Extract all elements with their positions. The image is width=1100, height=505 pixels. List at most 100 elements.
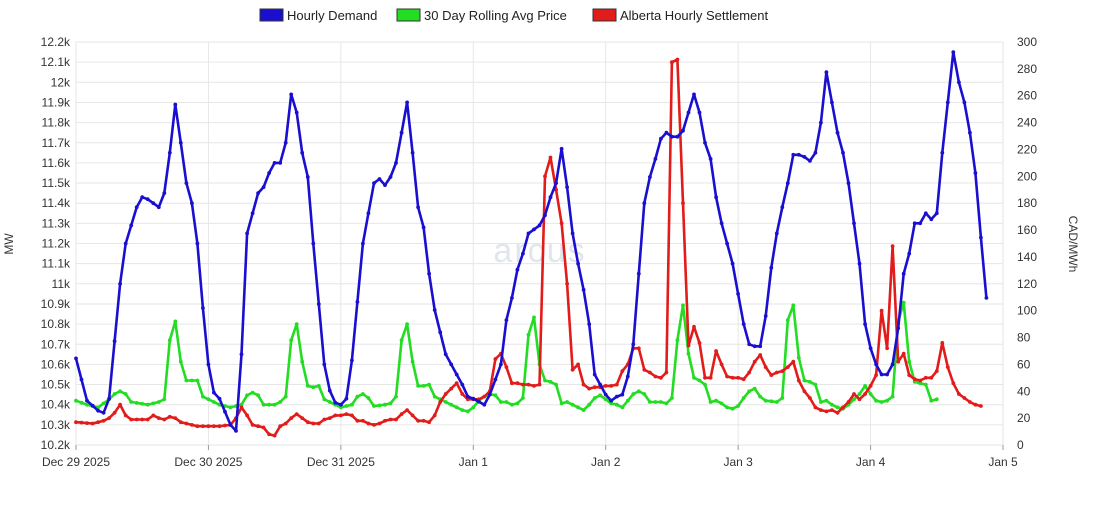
data-point bbox=[118, 281, 122, 286]
data-point bbox=[377, 177, 382, 181]
data-point bbox=[785, 181, 790, 186]
data-point bbox=[537, 223, 542, 228]
data-point bbox=[261, 402, 266, 407]
data-point bbox=[327, 388, 332, 393]
data-point bbox=[614, 394, 619, 399]
left-tick-label: 11.1k bbox=[42, 257, 71, 271]
data-point bbox=[830, 402, 834, 407]
data-point bbox=[653, 374, 658, 379]
data-point bbox=[521, 382, 525, 387]
data-point bbox=[703, 382, 707, 387]
data-point bbox=[984, 296, 989, 300]
legend-item[interactable]: Alberta Hourly Settlement bbox=[592, 8, 769, 23]
data-point bbox=[692, 92, 696, 97]
data-point bbox=[747, 389, 752, 394]
data-point bbox=[725, 405, 729, 410]
data-point bbox=[780, 369, 785, 373]
data-point bbox=[134, 401, 139, 405]
data-point bbox=[438, 330, 443, 335]
data-point bbox=[190, 378, 194, 383]
data-point bbox=[923, 375, 928, 380]
data-point bbox=[510, 296, 514, 300]
data-point bbox=[697, 110, 702, 115]
data-point bbox=[636, 389, 641, 394]
data-point bbox=[361, 241, 365, 246]
data-point bbox=[730, 406, 735, 411]
data-point bbox=[383, 402, 387, 407]
data-point bbox=[890, 394, 895, 399]
data-point bbox=[289, 338, 294, 343]
data-point bbox=[339, 402, 343, 407]
left-tick-label: 11.9k bbox=[42, 95, 71, 109]
data-point bbox=[879, 308, 884, 313]
legend-item[interactable]: 30 Day Rolling Avg Price bbox=[396, 8, 567, 23]
data-point bbox=[394, 417, 398, 422]
data-point bbox=[802, 389, 807, 394]
data-point bbox=[294, 412, 299, 416]
data-point bbox=[863, 384, 867, 388]
data-point bbox=[118, 389, 122, 394]
data-point bbox=[934, 397, 939, 402]
data-point bbox=[570, 402, 575, 407]
data-point bbox=[852, 392, 856, 396]
data-point bbox=[178, 420, 183, 425]
data-point bbox=[819, 408, 823, 412]
data-point bbox=[212, 424, 216, 429]
data-point bbox=[681, 303, 685, 308]
data-point bbox=[250, 423, 255, 427]
data-point bbox=[642, 201, 647, 206]
data-point bbox=[195, 241, 200, 246]
data-point bbox=[863, 322, 867, 326]
data-point bbox=[526, 332, 531, 337]
data-point bbox=[736, 404, 740, 408]
data-point bbox=[780, 396, 785, 400]
data-point bbox=[642, 392, 647, 396]
left-tick-label: 10.5k bbox=[41, 378, 71, 392]
data-point bbox=[239, 352, 244, 357]
data-point bbox=[449, 386, 454, 391]
legend-item[interactable]: Hourly Demand bbox=[259, 8, 377, 23]
data-point bbox=[339, 413, 343, 418]
data-point bbox=[901, 271, 906, 276]
left-tick-label: 11.8k bbox=[42, 116, 71, 130]
data-point bbox=[918, 378, 923, 383]
data-point bbox=[316, 302, 321, 306]
data-point bbox=[824, 70, 829, 75]
data-point bbox=[951, 381, 956, 386]
data-point bbox=[421, 384, 426, 388]
left-tick-label: 11.7k bbox=[42, 136, 71, 150]
data-point bbox=[267, 432, 271, 437]
data-point bbox=[912, 221, 917, 226]
data-point bbox=[957, 80, 961, 85]
data-point bbox=[85, 402, 89, 407]
data-point bbox=[101, 418, 106, 423]
data-point bbox=[835, 410, 840, 415]
data-point bbox=[896, 359, 901, 364]
right-tick-label: 60 bbox=[1017, 357, 1031, 371]
data-point bbox=[388, 417, 393, 422]
data-point bbox=[659, 136, 663, 141]
data-point bbox=[421, 418, 426, 423]
data-point bbox=[708, 400, 713, 404]
data-point bbox=[631, 342, 636, 347]
data-point bbox=[675, 338, 680, 343]
data-point bbox=[763, 314, 768, 318]
data-point bbox=[344, 412, 349, 416]
data-point bbox=[493, 377, 498, 382]
data-point bbox=[366, 421, 371, 426]
data-point bbox=[366, 211, 371, 216]
data-point bbox=[874, 398, 878, 403]
data-point bbox=[565, 281, 569, 286]
data-point bbox=[278, 400, 283, 404]
data-point bbox=[846, 181, 851, 186]
data-point bbox=[156, 400, 161, 404]
data-point bbox=[653, 400, 658, 404]
data-point bbox=[499, 362, 503, 367]
data-point bbox=[289, 416, 294, 420]
data-point bbox=[377, 403, 382, 408]
data-point bbox=[482, 402, 487, 407]
data-point bbox=[300, 359, 305, 364]
data-point bbox=[543, 174, 547, 179]
data-point bbox=[752, 344, 757, 349]
